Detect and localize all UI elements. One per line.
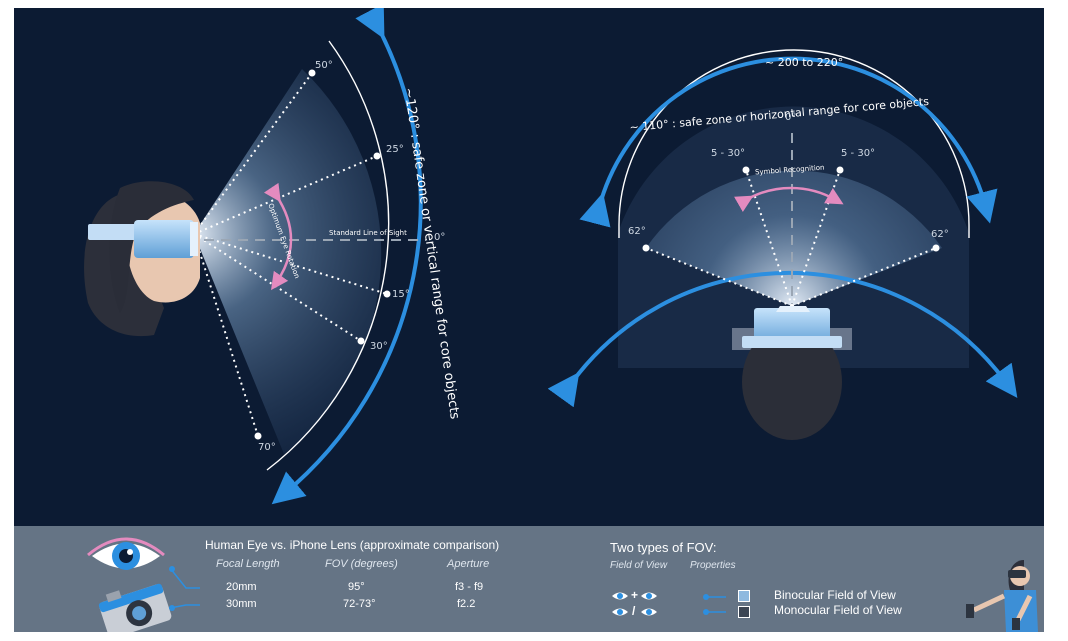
top-angle-label-left-symbol: 5 - 30° (711, 148, 746, 159)
fov-diagram (84, 8, 1018, 505)
side-vertical-range-arrow (271, 8, 423, 505)
side-view (84, 8, 426, 505)
angle-label-50: 50° (315, 60, 333, 71)
fov-types-title: Two types of FOV: (610, 540, 717, 555)
monocular-label: Monocular Field of View (774, 603, 902, 617)
row-2-focal-length: 30mm (226, 598, 257, 610)
side-angle-points (254, 69, 391, 440)
top-angle-label-right-62: 62° (931, 229, 949, 240)
binocular-swatch (738, 590, 750, 602)
angle-label-70: 70° (258, 442, 276, 453)
row-1-fov: 95° (348, 581, 365, 593)
top-angle-label-left-62: 62° (628, 226, 646, 237)
angle-label-0: 0° (434, 232, 446, 243)
header-fov-degrees: FOV (degrees) (325, 558, 398, 570)
row-2-fov: 72-73° (343, 598, 376, 610)
monocular-eye-icons (612, 608, 657, 616)
top-angle-label-0: 0° (785, 112, 797, 123)
top-horizontal-range-arrow (579, 56, 998, 228)
top-head (732, 306, 852, 440)
symbol-recognition-arrow (734, 186, 844, 212)
legend-bar: Human Eye vs. iPhone Lens (approximate c… (14, 526, 1044, 632)
row-2-aperture: f2.2 (457, 598, 476, 610)
angle-label-15: 15° (392, 289, 410, 300)
top-inner-arc (618, 49, 970, 226)
top-total-range-arrow (547, 270, 1018, 408)
monocular-swatch (738, 606, 750, 618)
monocular-symbol: / (632, 604, 636, 618)
header-properties: Properties (690, 560, 736, 571)
comparison-title: Human Eye vs. iPhone Lens (approximate c… (205, 538, 500, 552)
legend-graphics (87, 537, 1038, 632)
vr-user-illustration (966, 560, 1038, 632)
total-range-label: ~ 200 to 220° (765, 56, 844, 69)
header-aperture: Aperture (447, 558, 490, 570)
row-1-focal-length: 20mm (226, 581, 257, 593)
line-of-sight-label: Standard Line of Sight (329, 229, 407, 237)
binocular-eye-icons (612, 592, 657, 600)
header-focal-length: Focal Length (216, 558, 280, 570)
top-angle-label-right-symbol: 5 - 30° (841, 148, 876, 159)
row-1-aperture: f3 - f9 (455, 581, 484, 593)
side-sight-lines (193, 72, 388, 437)
optimum-eye-rotation-arrow (263, 182, 293, 291)
eye-illustration (87, 537, 165, 570)
side-head (84, 181, 200, 337)
angle-label-30: 30° (370, 341, 388, 352)
binocular-label: Binocular Field of View (774, 588, 896, 602)
top-angle-points (642, 166, 940, 252)
angle-label-25: 25° (386, 144, 404, 155)
camera-illustration (98, 583, 172, 632)
header-field-of-view: Field of View (610, 560, 668, 571)
top-view (547, 49, 1018, 440)
binocular-symbol: + (631, 588, 639, 602)
